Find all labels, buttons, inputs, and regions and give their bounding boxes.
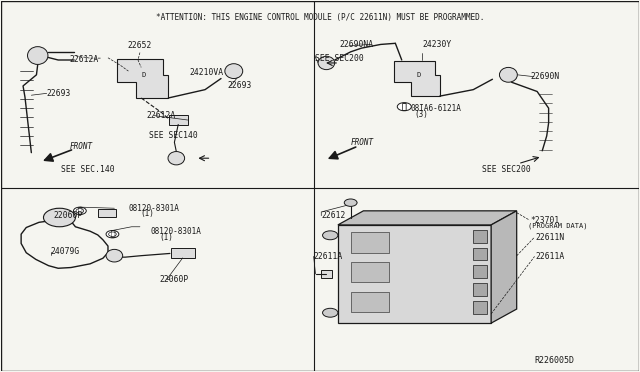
Ellipse shape	[106, 249, 123, 262]
Bar	[473, 247, 487, 260]
Circle shape	[44, 208, 76, 227]
Text: 22060P: 22060P	[159, 275, 188, 284]
Bar	[169, 115, 188, 125]
Text: 22690N: 22690N	[531, 72, 560, 81]
Text: 22612: 22612	[321, 211, 346, 220]
Text: (3): (3)	[415, 110, 428, 119]
Text: R226005D: R226005D	[534, 356, 574, 365]
Text: FRONT: FRONT	[351, 138, 374, 147]
Bar	[473, 283, 487, 296]
Polygon shape	[338, 211, 516, 225]
Text: 22611A: 22611A	[536, 252, 565, 261]
Circle shape	[344, 199, 357, 206]
Bar	[99, 209, 116, 217]
Text: SEE SEC200: SEE SEC200	[315, 54, 364, 62]
Text: 24079G: 24079G	[51, 247, 80, 256]
Text: 22652: 22652	[127, 41, 152, 51]
Text: Ⓑ: Ⓑ	[77, 206, 82, 215]
Text: SEE SEC.140: SEE SEC.140	[61, 165, 115, 174]
Circle shape	[74, 207, 86, 215]
Polygon shape	[338, 225, 491, 323]
Bar	[473, 265, 487, 278]
Text: 24210VA: 24210VA	[189, 68, 223, 77]
Text: 08IA6-6121A: 08IA6-6121A	[411, 104, 461, 113]
Bar	[321, 270, 332, 279]
Ellipse shape	[168, 151, 184, 165]
Text: Ⓑ: Ⓑ	[402, 102, 407, 111]
Text: 22060P: 22060P	[53, 211, 83, 220]
Text: D: D	[142, 72, 146, 78]
Text: 08120-8301A: 08120-8301A	[129, 204, 179, 213]
Text: 22612A: 22612A	[147, 111, 175, 120]
Text: Ⓑ: Ⓑ	[110, 230, 115, 239]
Bar	[171, 247, 195, 258]
Text: 24230Y: 24230Y	[422, 40, 451, 49]
Ellipse shape	[499, 67, 517, 82]
Bar	[473, 230, 487, 243]
Text: *ATTENTION: THIS ENGINE CONTROL MODULE (P/C 22611N) MUST BE PROGRAMMED.: *ATTENTION: THIS ENGINE CONTROL MODULE (…	[156, 13, 484, 22]
Text: 22611A: 22611A	[314, 252, 343, 261]
Circle shape	[323, 231, 338, 240]
Ellipse shape	[225, 64, 243, 78]
Text: 22693: 22693	[47, 89, 71, 98]
Circle shape	[106, 231, 119, 238]
Text: D: D	[416, 72, 420, 78]
Bar	[351, 292, 389, 312]
Ellipse shape	[28, 46, 48, 64]
Text: Ⓑ: Ⓑ	[77, 206, 82, 215]
Ellipse shape	[318, 56, 335, 70]
Text: Ⓑ: Ⓑ	[110, 230, 115, 239]
Bar	[351, 262, 389, 282]
Polygon shape	[394, 61, 440, 96]
Text: 08120-8301A: 08120-8301A	[151, 227, 202, 236]
Bar	[351, 232, 389, 253]
Bar	[473, 301, 487, 314]
Circle shape	[76, 209, 84, 213]
Text: 22611N: 22611N	[536, 232, 565, 242]
Text: SEE SEC200: SEE SEC200	[481, 165, 531, 174]
Circle shape	[397, 103, 412, 111]
Text: SEE SEC140: SEE SEC140	[149, 131, 198, 141]
Text: 22693: 22693	[227, 81, 252, 90]
Text: *23701: *23701	[531, 216, 560, 225]
Text: Ⓑ: Ⓑ	[402, 102, 406, 111]
Text: FRONT: FRONT	[70, 142, 93, 151]
Polygon shape	[491, 211, 516, 323]
Text: 22690NA: 22690NA	[339, 40, 373, 49]
Text: (PROGRAM DATA): (PROGRAM DATA)	[527, 223, 587, 229]
Polygon shape	[116, 59, 168, 98]
Text: (1): (1)	[159, 233, 173, 243]
Text: (1): (1)	[140, 209, 154, 218]
Circle shape	[323, 308, 338, 317]
Text: 22612A: 22612A	[70, 55, 99, 64]
Circle shape	[109, 232, 116, 236]
